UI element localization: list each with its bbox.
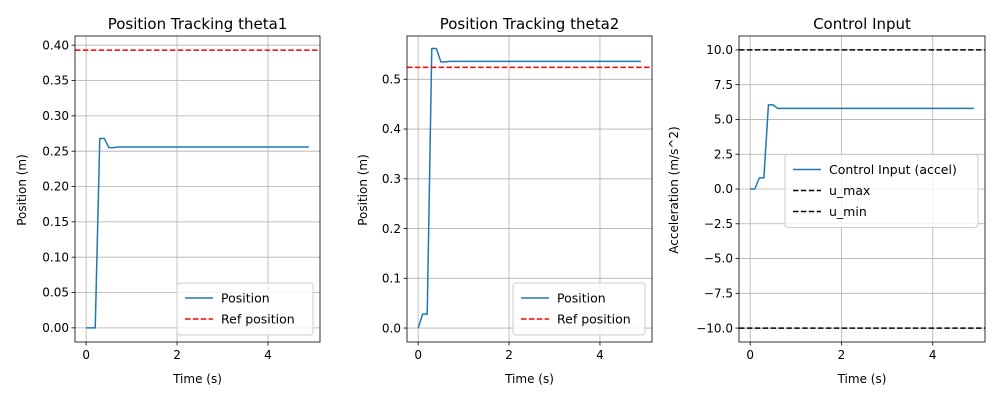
x-tick-label: 2 bbox=[505, 348, 513, 362]
y-tick-label: 7.5 bbox=[714, 78, 733, 92]
legend-label: Ref position bbox=[557, 312, 631, 327]
y-tick-label: 5.0 bbox=[714, 113, 733, 127]
legend-frame bbox=[512, 282, 646, 336]
legend: Position Ref position bbox=[512, 282, 646, 336]
y-tick-label: 0.20 bbox=[42, 180, 69, 194]
y-tick-label: 0.0 bbox=[382, 321, 401, 335]
y-tick-label: 0.40 bbox=[42, 38, 69, 52]
y-axis-label: Acceleration (m/s^2) bbox=[667, 126, 681, 253]
y-tick-label: 0.15 bbox=[42, 215, 69, 229]
plot-area bbox=[407, 47, 652, 329]
y-tick-label: 10.0 bbox=[706, 43, 733, 57]
y-tick-label: 0.35 bbox=[42, 74, 69, 88]
y-tick-label: 0.0 bbox=[714, 182, 733, 196]
legend-label: Ref position bbox=[221, 312, 295, 327]
y-tick-label: 0.05 bbox=[42, 286, 69, 300]
y-tick-label: 0.2 bbox=[382, 222, 401, 236]
y-axis-label: Position (m) bbox=[356, 154, 370, 226]
y-tick-label: −2.5 bbox=[704, 217, 733, 231]
x-tick-label: 4 bbox=[929, 348, 937, 362]
x-axis-label: Time (s) bbox=[837, 372, 887, 386]
x-axis-label: Time (s) bbox=[172, 372, 222, 386]
y-tick-label: 0.1 bbox=[382, 272, 401, 286]
legend-label: Position bbox=[221, 291, 270, 306]
chart-title: Control Input bbox=[813, 15, 911, 33]
y-tick-label: 0.5 bbox=[382, 72, 401, 86]
legend-frame bbox=[176, 282, 314, 336]
y-tick-label: −5.0 bbox=[704, 252, 733, 266]
y-tick-label: 0.4 bbox=[382, 122, 401, 136]
legend-label: u_max bbox=[829, 183, 870, 198]
y-axis-label: Position (m) bbox=[15, 154, 29, 226]
y-tick-label: −10.0 bbox=[696, 321, 733, 335]
y-tick-label: 0.25 bbox=[42, 144, 69, 158]
plot-area bbox=[75, 49, 320, 329]
x-tick-label: 2 bbox=[838, 348, 846, 362]
y-tick-label: −7.5 bbox=[704, 287, 733, 301]
legend: Control Input (accel) u_max u_min bbox=[784, 154, 979, 228]
subplot-theta1: Position Tracking theta1 Time (s) Positi… bbox=[15, 15, 321, 386]
axes-frame bbox=[406, 35, 653, 343]
series-control-input-accel bbox=[750, 104, 974, 190]
y-tick-label: 0.3 bbox=[382, 172, 401, 186]
x-tick-label: 0 bbox=[414, 348, 422, 362]
y-tick-label: 0.00 bbox=[42, 321, 69, 335]
legend-label: Control Input (accel) bbox=[829, 162, 957, 177]
legend-frame bbox=[784, 154, 979, 228]
x-tick-label: 0 bbox=[82, 348, 90, 362]
subplot-control-input: Control Input Time (s) Acceleration (m/s… bbox=[667, 15, 986, 386]
legend-label: u_min bbox=[829, 204, 867, 219]
chart-title: Position Tracking theta1 bbox=[108, 15, 288, 33]
y-tick-label: 0.10 bbox=[42, 250, 69, 264]
y-tick-label: 2.5 bbox=[714, 147, 733, 161]
x-tick-label: 4 bbox=[596, 348, 604, 362]
series-position bbox=[86, 137, 309, 329]
series-position bbox=[417, 47, 641, 329]
legend: Position Ref position bbox=[176, 282, 314, 336]
plot-area bbox=[739, 49, 985, 329]
x-tick-label: 0 bbox=[746, 348, 754, 362]
x-tick-label: 2 bbox=[173, 348, 181, 362]
subplot-theta2: Position Tracking theta2 Time (s) Positi… bbox=[356, 15, 653, 386]
axes-frame bbox=[74, 35, 321, 343]
chart-title: Position Tracking theta2 bbox=[440, 15, 620, 33]
x-axis-label: Time (s) bbox=[504, 372, 554, 386]
legend-label: Position bbox=[557, 291, 606, 306]
x-tick-label: 4 bbox=[264, 348, 272, 362]
y-tick-label: 0.30 bbox=[42, 109, 69, 123]
